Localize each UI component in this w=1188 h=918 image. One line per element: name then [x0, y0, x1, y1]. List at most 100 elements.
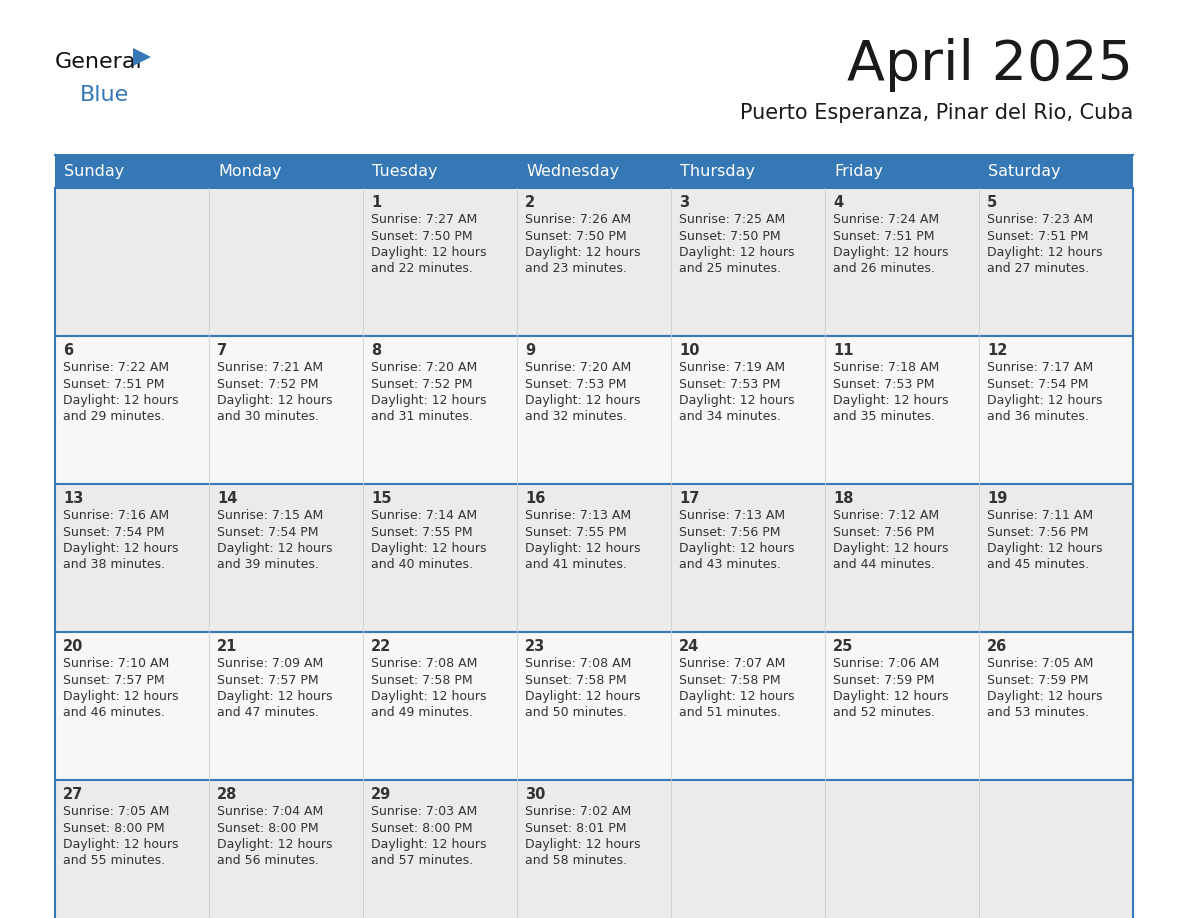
Text: and 29 minutes.: and 29 minutes.: [63, 410, 165, 423]
Text: 29: 29: [371, 787, 391, 802]
Bar: [209, 484, 364, 632]
Text: 17: 17: [680, 491, 700, 506]
Text: Daylight: 12 hours: Daylight: 12 hours: [217, 838, 333, 851]
Text: and 34 minutes.: and 34 minutes.: [680, 410, 781, 423]
Text: Sunrise: 7:27 AM: Sunrise: 7:27 AM: [371, 213, 478, 226]
Text: Daylight: 12 hours: Daylight: 12 hours: [371, 542, 487, 555]
Bar: [517, 484, 671, 632]
Text: Sunset: 7:50 PM: Sunset: 7:50 PM: [371, 230, 473, 242]
Text: General: General: [55, 52, 143, 72]
Text: Daylight: 12 hours: Daylight: 12 hours: [833, 394, 948, 407]
Text: Daylight: 12 hours: Daylight: 12 hours: [63, 542, 178, 555]
Bar: [55, 155, 209, 188]
Text: and 52 minutes.: and 52 minutes.: [833, 707, 935, 720]
Text: Sunset: 8:00 PM: Sunset: 8:00 PM: [371, 822, 473, 834]
Text: Sunset: 7:54 PM: Sunset: 7:54 PM: [63, 525, 164, 539]
Text: Sunday: Sunday: [64, 164, 125, 179]
Bar: [364, 780, 517, 918]
Text: Daylight: 12 hours: Daylight: 12 hours: [525, 838, 640, 851]
Text: and 47 minutes.: and 47 minutes.: [217, 707, 320, 720]
Text: Sunrise: 7:03 AM: Sunrise: 7:03 AM: [371, 805, 478, 818]
Text: Sunset: 7:59 PM: Sunset: 7:59 PM: [987, 674, 1088, 687]
Text: Sunset: 7:50 PM: Sunset: 7:50 PM: [680, 230, 781, 242]
Text: Daylight: 12 hours: Daylight: 12 hours: [987, 542, 1102, 555]
Text: Sunset: 7:51 PM: Sunset: 7:51 PM: [63, 377, 164, 390]
Bar: [55, 632, 209, 780]
Text: Sunset: 7:53 PM: Sunset: 7:53 PM: [525, 377, 626, 390]
Text: Sunset: 7:58 PM: Sunset: 7:58 PM: [371, 674, 473, 687]
Bar: [209, 632, 364, 780]
Text: Sunset: 8:00 PM: Sunset: 8:00 PM: [217, 822, 318, 834]
Bar: [671, 632, 824, 780]
Text: Sunset: 7:53 PM: Sunset: 7:53 PM: [680, 377, 781, 390]
Text: 2: 2: [525, 195, 535, 210]
Bar: [979, 484, 1133, 632]
Text: Sunrise: 7:04 AM: Sunrise: 7:04 AM: [217, 805, 323, 818]
Text: and 35 minutes.: and 35 minutes.: [833, 410, 935, 423]
Bar: [824, 780, 979, 918]
Text: Sunset: 7:56 PM: Sunset: 7:56 PM: [833, 525, 935, 539]
Text: Sunset: 7:56 PM: Sunset: 7:56 PM: [987, 525, 1088, 539]
Text: Sunrise: 7:17 AM: Sunrise: 7:17 AM: [987, 361, 1093, 374]
Text: Saturday: Saturday: [988, 164, 1061, 179]
Bar: [671, 155, 824, 188]
Bar: [979, 632, 1133, 780]
Text: 9: 9: [525, 343, 535, 358]
Text: Sunrise: 7:25 AM: Sunrise: 7:25 AM: [680, 213, 785, 226]
Bar: [517, 188, 671, 336]
Text: Daylight: 12 hours: Daylight: 12 hours: [833, 246, 948, 259]
Text: Sunset: 7:55 PM: Sunset: 7:55 PM: [525, 525, 626, 539]
Text: and 55 minutes.: and 55 minutes.: [63, 855, 165, 868]
Bar: [979, 155, 1133, 188]
Text: Daylight: 12 hours: Daylight: 12 hours: [680, 246, 795, 259]
Text: Sunset: 7:58 PM: Sunset: 7:58 PM: [680, 674, 781, 687]
Bar: [209, 155, 364, 188]
Text: 25: 25: [833, 639, 853, 654]
Text: Sunset: 7:54 PM: Sunset: 7:54 PM: [987, 377, 1088, 390]
Text: Daylight: 12 hours: Daylight: 12 hours: [371, 246, 487, 259]
Text: 7: 7: [217, 343, 227, 358]
Bar: [364, 484, 517, 632]
Text: and 38 minutes.: and 38 minutes.: [63, 558, 165, 572]
Text: Sunset: 7:50 PM: Sunset: 7:50 PM: [525, 230, 626, 242]
Bar: [209, 336, 364, 484]
Text: Sunrise: 7:18 AM: Sunrise: 7:18 AM: [833, 361, 940, 374]
Text: and 51 minutes.: and 51 minutes.: [680, 707, 781, 720]
Text: 24: 24: [680, 639, 700, 654]
Text: Sunrise: 7:22 AM: Sunrise: 7:22 AM: [63, 361, 169, 374]
Text: Sunrise: 7:20 AM: Sunrise: 7:20 AM: [525, 361, 631, 374]
Text: and 30 minutes.: and 30 minutes.: [217, 410, 320, 423]
Text: Monday: Monday: [219, 164, 282, 179]
Bar: [55, 780, 209, 918]
Text: Wednesday: Wednesday: [526, 164, 619, 179]
Text: 21: 21: [217, 639, 238, 654]
Text: Daylight: 12 hours: Daylight: 12 hours: [525, 246, 640, 259]
Text: Sunrise: 7:24 AM: Sunrise: 7:24 AM: [833, 213, 940, 226]
Bar: [671, 188, 824, 336]
Text: Daylight: 12 hours: Daylight: 12 hours: [525, 542, 640, 555]
Bar: [824, 484, 979, 632]
Text: Daylight: 12 hours: Daylight: 12 hours: [217, 394, 333, 407]
Text: Daylight: 12 hours: Daylight: 12 hours: [525, 394, 640, 407]
Text: 30: 30: [525, 787, 545, 802]
Text: 15: 15: [371, 491, 392, 506]
Text: Daylight: 12 hours: Daylight: 12 hours: [217, 690, 333, 703]
Text: 20: 20: [63, 639, 83, 654]
Text: Sunset: 8:01 PM: Sunset: 8:01 PM: [525, 822, 626, 834]
Bar: [517, 155, 671, 188]
Text: 8: 8: [371, 343, 381, 358]
Text: and 40 minutes.: and 40 minutes.: [371, 558, 473, 572]
Text: and 26 minutes.: and 26 minutes.: [833, 263, 935, 275]
Text: Daylight: 12 hours: Daylight: 12 hours: [371, 838, 487, 851]
Text: 12: 12: [987, 343, 1007, 358]
Text: Daylight: 12 hours: Daylight: 12 hours: [833, 690, 948, 703]
Text: and 49 minutes.: and 49 minutes.: [371, 707, 473, 720]
Text: and 44 minutes.: and 44 minutes.: [833, 558, 935, 572]
Bar: [671, 780, 824, 918]
Text: Sunset: 7:59 PM: Sunset: 7:59 PM: [833, 674, 935, 687]
Text: Sunset: 7:52 PM: Sunset: 7:52 PM: [217, 377, 318, 390]
Text: and 22 minutes.: and 22 minutes.: [371, 263, 473, 275]
Text: 3: 3: [680, 195, 689, 210]
Bar: [824, 336, 979, 484]
Text: and 32 minutes.: and 32 minutes.: [525, 410, 627, 423]
